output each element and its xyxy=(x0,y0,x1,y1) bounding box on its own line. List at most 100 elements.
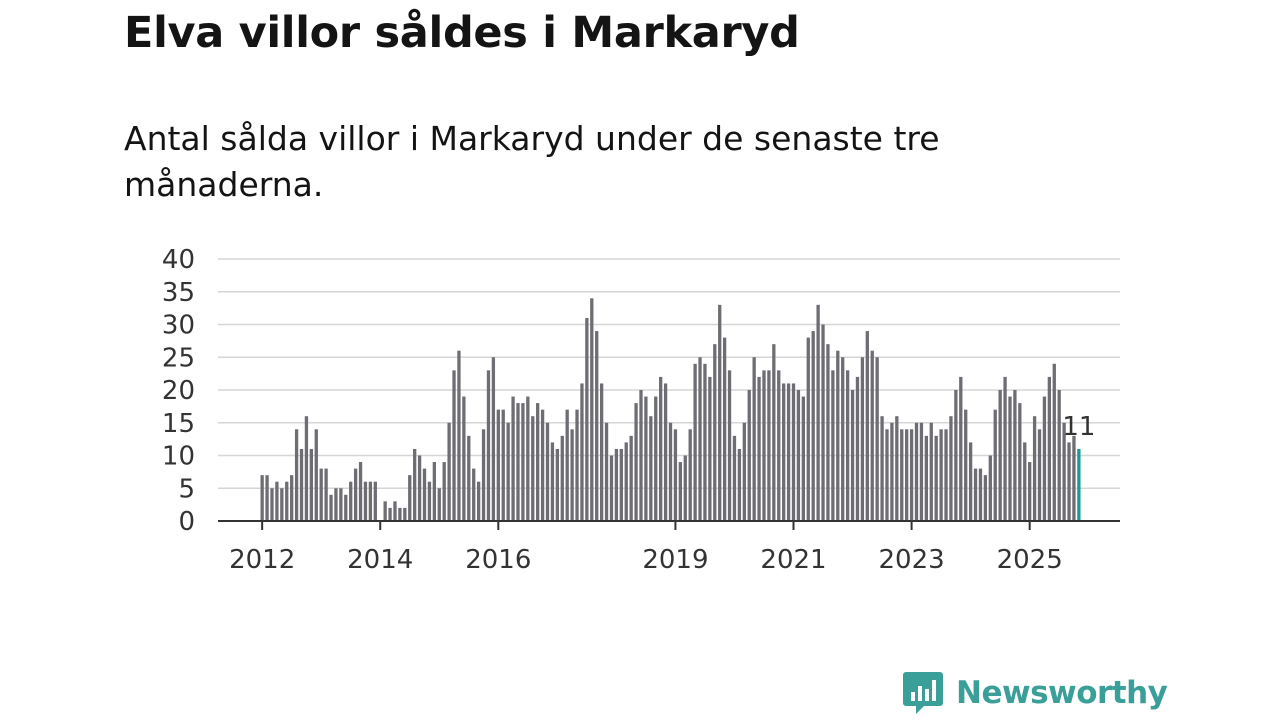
y-tick-label-5: 5 xyxy=(178,474,195,504)
bar xyxy=(432,462,436,521)
bar xyxy=(698,357,702,521)
bar xyxy=(782,383,786,521)
bar xyxy=(737,448,742,521)
bar xyxy=(752,357,756,521)
bar xyxy=(540,409,545,521)
bar xyxy=(747,390,751,521)
bar xyxy=(713,344,717,521)
bar xyxy=(496,409,500,521)
annotations: 11 xyxy=(1062,412,1095,442)
bar xyxy=(777,370,781,521)
bar xyxy=(772,344,776,521)
x-tick-label-2016: 2016 xyxy=(465,545,531,575)
bar xyxy=(472,468,476,521)
bar xyxy=(968,442,973,521)
bar xyxy=(1008,396,1012,521)
bar xyxy=(663,383,668,521)
y-tick-label-35: 35 xyxy=(162,278,195,308)
bar xyxy=(309,448,313,521)
bar xyxy=(290,475,294,521)
bar xyxy=(452,370,456,521)
bar xyxy=(954,390,958,521)
bar xyxy=(998,390,1002,521)
bar xyxy=(1057,390,1061,521)
bar xyxy=(491,357,496,521)
bar xyxy=(349,481,353,521)
bar xyxy=(914,422,919,521)
bar xyxy=(959,376,963,521)
bar xyxy=(964,409,968,521)
bar xyxy=(900,429,904,521)
bar xyxy=(816,304,820,521)
bar xyxy=(516,403,520,521)
bar xyxy=(545,422,550,521)
bar xyxy=(580,383,584,521)
last-value-label: 11 xyxy=(1062,412,1095,442)
bar xyxy=(806,337,810,521)
bar xyxy=(659,376,663,521)
bar xyxy=(1072,435,1076,521)
bar xyxy=(1047,376,1051,521)
bar xyxy=(285,481,289,521)
newsworthy-logo-icon xyxy=(903,672,943,714)
bar xyxy=(521,403,525,521)
brand-name: Newsworthy xyxy=(956,675,1168,711)
bar xyxy=(467,435,471,521)
bar xyxy=(708,376,712,521)
bar xyxy=(358,462,363,521)
x-tick-label-2023: 2023 xyxy=(879,545,945,575)
bar xyxy=(339,488,343,521)
bar xyxy=(757,376,761,521)
bar xyxy=(870,350,874,521)
bar xyxy=(836,350,840,521)
bar xyxy=(299,448,304,521)
chart-title: Elva villor såldes i Markaryd xyxy=(124,8,800,58)
bar xyxy=(1032,416,1037,521)
bar xyxy=(875,357,879,521)
y-tick-label-0: 0 xyxy=(178,507,195,537)
bar xyxy=(801,396,805,521)
x-tick-label-2021: 2021 xyxy=(760,545,826,575)
bar xyxy=(383,501,387,521)
bar xyxy=(319,468,323,521)
bar xyxy=(895,416,899,521)
bar xyxy=(639,390,643,521)
bar xyxy=(1042,396,1047,521)
bar xyxy=(649,416,653,521)
bar xyxy=(609,455,614,521)
bar xyxy=(678,462,682,521)
bar xyxy=(796,390,801,521)
bar xyxy=(786,383,791,521)
bar xyxy=(457,350,461,521)
bar xyxy=(993,409,997,521)
bar xyxy=(703,363,707,521)
bar xyxy=(486,370,491,521)
bar xyxy=(973,468,978,521)
bar xyxy=(353,468,358,521)
bar xyxy=(570,429,574,521)
bar xyxy=(1028,462,1032,521)
bar xyxy=(280,488,284,521)
y-tick-label-20: 20 xyxy=(162,376,195,406)
bar xyxy=(363,481,368,521)
bar xyxy=(590,298,594,521)
bar xyxy=(988,455,992,521)
bar xyxy=(944,429,948,521)
bar xyxy=(919,422,924,521)
bar xyxy=(511,396,515,521)
bar xyxy=(905,429,909,521)
bar xyxy=(865,331,869,521)
bar xyxy=(550,442,555,521)
chart-subtitle: Antal sålda villor i Markaryd under de s… xyxy=(124,119,940,204)
y-tick-label-25: 25 xyxy=(162,343,195,373)
bar xyxy=(599,383,604,521)
bar xyxy=(304,416,309,521)
bar-highlight xyxy=(1077,448,1081,521)
bar xyxy=(1062,422,1066,521)
bar xyxy=(732,435,737,521)
bar xyxy=(462,396,466,521)
bar xyxy=(427,481,432,521)
bar xyxy=(501,409,505,521)
bar xyxy=(978,468,983,521)
